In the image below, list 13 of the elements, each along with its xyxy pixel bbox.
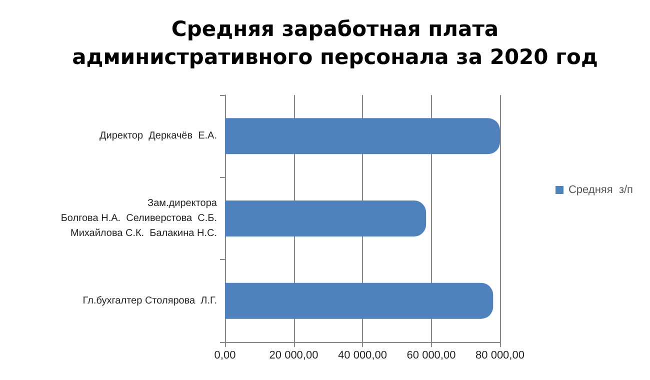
bar [225,118,500,154]
chart-title: Средняя заработная плата административного персонала за 2020 год [72,17,598,69]
x-tick-label: 40 000,00 [338,350,387,362]
y-tick-label: Гл.бухгалтер Столярова Л.Г. [82,295,217,306]
x-tick-label: 60 000,00 [406,350,456,362]
y-tick-label: Директор Деркачёв Е.А. [100,130,217,142]
x-tick-label: 80 000,00 [476,350,524,362]
bar [225,282,494,319]
x-tick-label: 20 000,00 [269,350,318,362]
x-tick-label: 0,00 [214,350,236,362]
legend-label: Средняя з/п [568,184,634,196]
y-tick-label: Зам.директора Болгова Н.А. Селиверстова С.Б. Михайлова С.К. Балакина Н.С. [60,198,218,239]
bar [225,200,426,236]
